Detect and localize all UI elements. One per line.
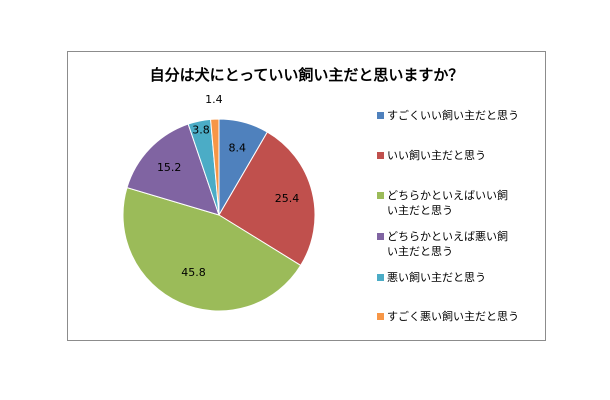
pie-slice-3 [122, 187, 302, 312]
legend-label-4: どちらかといえば悪い飼 い主だと思う [387, 229, 542, 259]
legend-label-line: 悪い飼い主だと思う [387, 271, 486, 284]
legend-label-3: どちらかといえばいい飼 い主だと思う [387, 188, 542, 218]
legend-label-line: い主だと思う [387, 245, 453, 258]
pie-slice-6 [210, 118, 220, 216]
chart-title: 自分は犬にとっていい飼い主だと思いますか？ [149, 66, 464, 84]
legend-swatch-2 [377, 152, 384, 159]
legend-label-1: すごくいい飼い主だと思う [387, 108, 542, 123]
legend-item-2: いい飼い主だと思う [377, 148, 542, 163]
legend-item-1: すごくいい飼い主だと思う [377, 108, 542, 123]
legend-swatch-1 [377, 112, 384, 119]
legend-swatch-5 [377, 274, 384, 281]
data-label-5: 3.8 [192, 124, 210, 137]
pie-slice-2 [218, 131, 316, 267]
legend-item-4: どちらかといえば悪い飼 い主だと思う [377, 229, 542, 259]
legend-label-line: すごくいい飼い主だと思う [387, 109, 519, 122]
legend-label-5: 悪い飼い主だと思う [387, 270, 542, 285]
chart-area: 自分は犬にとっていい飼い主だと思いますか？ 8.4 25.4 45.8 15.2 3.8… [67, 51, 546, 341]
legend-label-6: すごく悪い飼い主だと思う [387, 309, 542, 324]
legend-item-3: どちらかといえばいい飼 い主だと思う [377, 188, 542, 218]
legend-label-2: いい飼い主だと思う [387, 148, 542, 163]
legend-label-line: いい飼い主だと思う [387, 149, 486, 162]
legend-swatch-3 [377, 192, 384, 199]
legend-swatch-6 [377, 313, 384, 320]
legend-label-line: い主だと思う [387, 204, 453, 217]
pie-slice-4 [126, 123, 220, 216]
legend-label-line: すごく悪い飼い主だと思う [387, 310, 519, 323]
legend-swatch-4 [377, 233, 384, 240]
data-label-6: 1.4 [205, 93, 223, 106]
legend-label-line: どちらかといえば悪い飼 [387, 230, 508, 243]
legend-label-line: どちらかといえばいい飼 [387, 189, 508, 202]
data-label-2: 25.4 [275, 192, 300, 205]
data-label-3: 45.8 [181, 266, 206, 279]
pie-chart: 8.4 25.4 45.8 15.2 3.8 1.4 [122, 93, 316, 312]
legend-item-5: 悪い飼い主だと思う [377, 270, 542, 285]
data-label-1: 8.4 [229, 141, 247, 154]
legend-item-6: すごく悪い飼い主だと思う [377, 309, 542, 324]
data-label-4: 15.2 [157, 161, 182, 174]
